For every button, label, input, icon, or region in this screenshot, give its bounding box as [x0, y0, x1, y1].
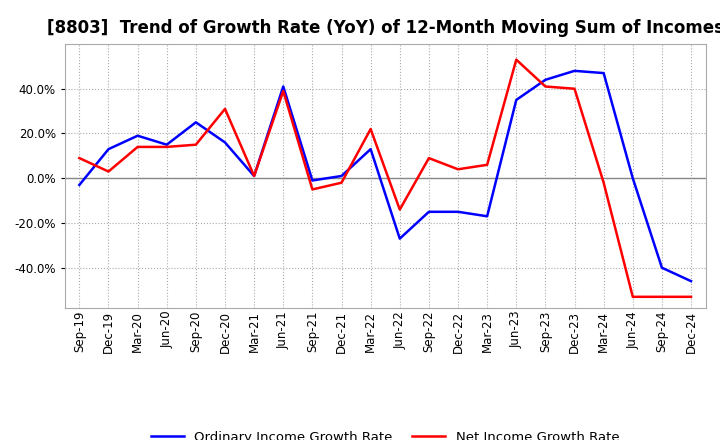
Ordinary Income Growth Rate — [279, 84, 287, 89]
Ordinary Income Growth Rate — [133, 133, 142, 138]
Net Income Growth Rate — [483, 162, 492, 168]
Ordinary Income Growth Rate — [395, 236, 404, 241]
Ordinary Income Growth Rate — [425, 209, 433, 214]
Line: Ordinary Income Growth Rate: Ordinary Income Growth Rate — [79, 71, 691, 281]
Net Income Growth Rate — [220, 106, 229, 111]
Net Income Growth Rate — [425, 155, 433, 161]
Ordinary Income Growth Rate — [657, 265, 666, 270]
Net Income Growth Rate — [657, 294, 666, 300]
Net Income Growth Rate — [192, 142, 200, 147]
Ordinary Income Growth Rate — [308, 178, 317, 183]
Net Income Growth Rate — [163, 144, 171, 150]
Ordinary Income Growth Rate — [220, 140, 229, 145]
Net Income Growth Rate — [75, 155, 84, 161]
Net Income Growth Rate — [104, 169, 113, 174]
Ordinary Income Growth Rate — [192, 120, 200, 125]
Ordinary Income Growth Rate — [163, 142, 171, 147]
Net Income Growth Rate — [308, 187, 317, 192]
Net Income Growth Rate — [279, 88, 287, 94]
Legend: Ordinary Income Growth Rate, Net Income Growth Rate: Ordinary Income Growth Rate, Net Income … — [145, 425, 625, 440]
Net Income Growth Rate — [541, 84, 550, 89]
Ordinary Income Growth Rate — [104, 147, 113, 152]
Ordinary Income Growth Rate — [629, 176, 637, 181]
Net Income Growth Rate — [250, 173, 258, 179]
Net Income Growth Rate — [337, 180, 346, 185]
Ordinary Income Growth Rate — [454, 209, 462, 214]
Ordinary Income Growth Rate — [366, 147, 375, 152]
Line: Net Income Growth Rate: Net Income Growth Rate — [79, 60, 691, 297]
Net Income Growth Rate — [395, 207, 404, 212]
Ordinary Income Growth Rate — [75, 182, 84, 187]
Net Income Growth Rate — [512, 57, 521, 62]
Ordinary Income Growth Rate — [599, 70, 608, 76]
Ordinary Income Growth Rate — [512, 97, 521, 103]
Ordinary Income Growth Rate — [337, 173, 346, 179]
Ordinary Income Growth Rate — [541, 77, 550, 82]
Net Income Growth Rate — [599, 180, 608, 185]
Ordinary Income Growth Rate — [570, 68, 579, 73]
Ordinary Income Growth Rate — [687, 279, 696, 284]
Net Income Growth Rate — [366, 126, 375, 132]
Ordinary Income Growth Rate — [250, 173, 258, 179]
Ordinary Income Growth Rate — [483, 214, 492, 219]
Net Income Growth Rate — [454, 167, 462, 172]
Net Income Growth Rate — [133, 144, 142, 150]
Net Income Growth Rate — [570, 86, 579, 92]
Net Income Growth Rate — [629, 294, 637, 300]
Title: [8803]  Trend of Growth Rate (YoY) of 12-Month Moving Sum of Incomes: [8803] Trend of Growth Rate (YoY) of 12-… — [47, 19, 720, 37]
Net Income Growth Rate — [687, 294, 696, 300]
